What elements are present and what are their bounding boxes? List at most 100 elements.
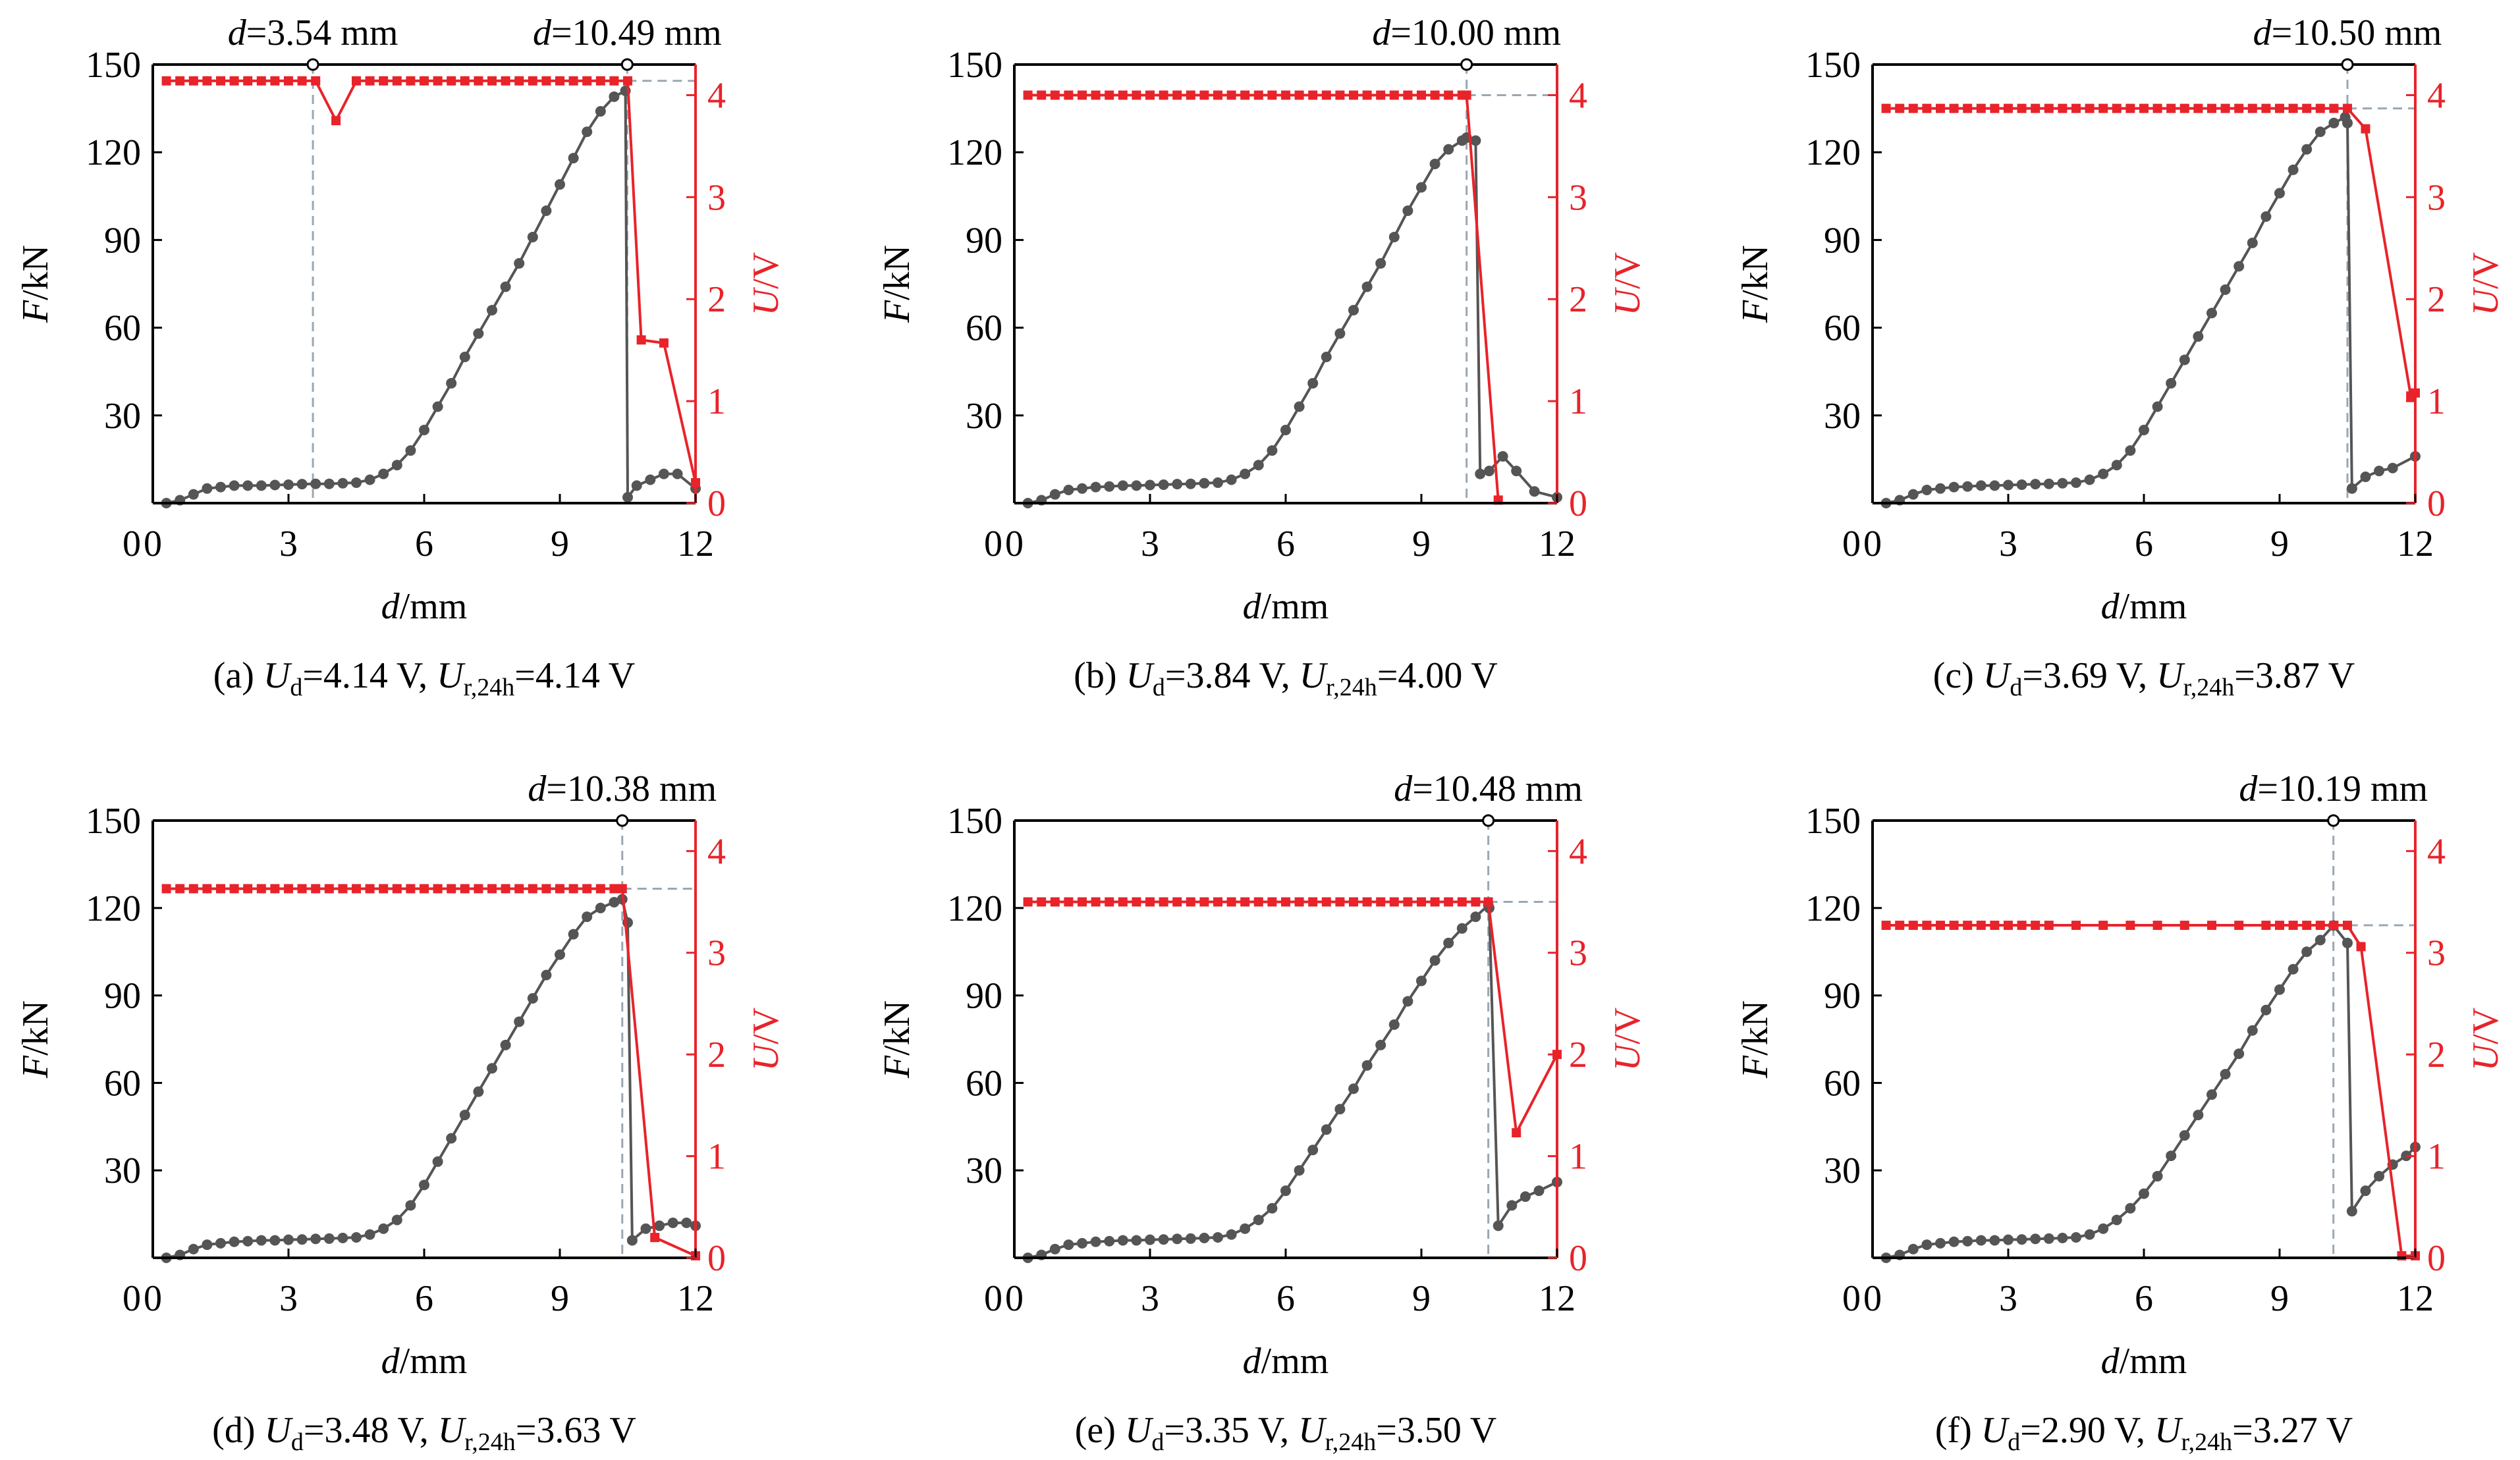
voltage-point [311, 884, 321, 894]
y-right-tick-label: 4 [707, 75, 726, 116]
force-point [256, 1235, 267, 1246]
y-left-tick-label: 60 [104, 308, 141, 349]
force-point [446, 377, 457, 389]
force-point [2098, 468, 2109, 479]
y-left-tick-label: 150 [947, 801, 1002, 842]
voltage-point [1240, 897, 1250, 907]
voltage-point [1403, 90, 1413, 100]
voltage-point [623, 76, 632, 86]
voltage-point [420, 76, 429, 86]
force-point [1213, 1232, 1223, 1243]
force-point [1921, 485, 1932, 496]
panel-d: 0 3 6 9 12306090120150001234d/mmF/kNU/Vd=10.… [15, 769, 786, 1456]
voltage-point [2098, 103, 2108, 113]
voltage-point [352, 76, 361, 86]
force-point [1907, 489, 1919, 500]
force-point [419, 425, 429, 435]
voltage-point [2343, 103, 2352, 113]
force-point [2084, 474, 2095, 485]
voltage-point [1023, 897, 1033, 907]
voltage-point [2071, 921, 2081, 931]
y-right-axis-label: U/V [2465, 1008, 2506, 1071]
voltage-point [1186, 897, 1195, 907]
force-point [1172, 1233, 1183, 1245]
voltage-point [1936, 103, 1945, 113]
voltage-point [1132, 90, 1141, 100]
voltage-point [1064, 90, 1074, 100]
force-point [2374, 466, 2385, 477]
voltage-point [1990, 921, 2000, 931]
voltage-point [202, 884, 212, 894]
force-point [1348, 304, 1359, 315]
voltage-point [1037, 897, 1047, 907]
force-point [2193, 1110, 2204, 1121]
force-point [351, 1232, 362, 1243]
voltage-point [1389, 897, 1399, 907]
force-point [1962, 481, 1973, 492]
x-tick-label: 6 [2135, 524, 2153, 564]
force-point [541, 205, 552, 216]
x-axis-label: d/mm [1243, 1341, 1329, 1382]
voltage-point [1349, 897, 1358, 907]
force-point [215, 481, 226, 493]
voltage-point [1936, 921, 1945, 931]
x-tick-label: 12 [1539, 1278, 1575, 1319]
force-point [1240, 1223, 1251, 1234]
voltage-point [1976, 921, 1986, 931]
x-tick-label: 9 [2270, 1278, 2289, 1319]
force-point [432, 401, 443, 412]
force-point [1334, 328, 1346, 339]
y-left-tick-label: 150 [86, 45, 141, 86]
voltage-point [2329, 103, 2339, 113]
force-point [500, 1039, 511, 1050]
force-point [1334, 1104, 1346, 1115]
x-axis-label: d/mm [2101, 1341, 2187, 1382]
force-point [1117, 480, 1128, 491]
force-point [1493, 1220, 1504, 1231]
force-point [1361, 281, 1373, 292]
voltage-point [379, 76, 389, 86]
force-point [514, 1016, 525, 1027]
x-tick-label: 6 [415, 524, 433, 564]
voltage-point [1294, 897, 1304, 907]
force-point [487, 1063, 497, 1074]
force-point [2057, 1232, 2068, 1243]
force-point [2043, 1233, 2054, 1244]
force-point [1213, 477, 1223, 488]
y-left-tick-label: 30 [966, 1150, 1002, 1191]
force-point [1253, 1214, 1264, 1226]
y-right-tick-label: 4 [707, 831, 726, 872]
y-right-tick-label: 3 [707, 933, 726, 974]
force-point [323, 478, 335, 489]
voltage-point [659, 338, 669, 348]
force-point [1321, 1124, 1332, 1135]
voltage-point [1118, 90, 1128, 100]
force-point [2360, 1185, 2371, 1197]
voltage-line [166, 79, 697, 483]
x-tick-label: 9 [2270, 524, 2289, 564]
annotation-marker [2341, 58, 2354, 71]
x-tick-label: 9 [551, 1278, 569, 1319]
force-point [1361, 1060, 1373, 1071]
y-right-axis-label: U/V [746, 1008, 786, 1071]
voltage-point [568, 76, 578, 86]
force-point [391, 460, 402, 471]
voltage-point [284, 884, 293, 894]
x-tick-label: 0 [144, 524, 162, 564]
voltage-point [1444, 897, 1454, 907]
voltage-point [2343, 921, 2352, 931]
force-point [1267, 1203, 1278, 1214]
voltage-point [541, 76, 551, 86]
voltage-point [474, 884, 483, 894]
voltage-point [1922, 921, 1932, 931]
voltage-point [2004, 921, 2013, 931]
x-tick-label: 3 [1999, 1278, 2017, 1319]
voltage-point [175, 884, 185, 894]
force-point [1975, 1235, 1986, 1246]
force-point [1921, 1239, 1932, 1251]
force-point [2016, 479, 2027, 491]
force-point [1470, 135, 1481, 146]
voltage-point [229, 884, 239, 894]
voltage-point [1908, 103, 1918, 113]
